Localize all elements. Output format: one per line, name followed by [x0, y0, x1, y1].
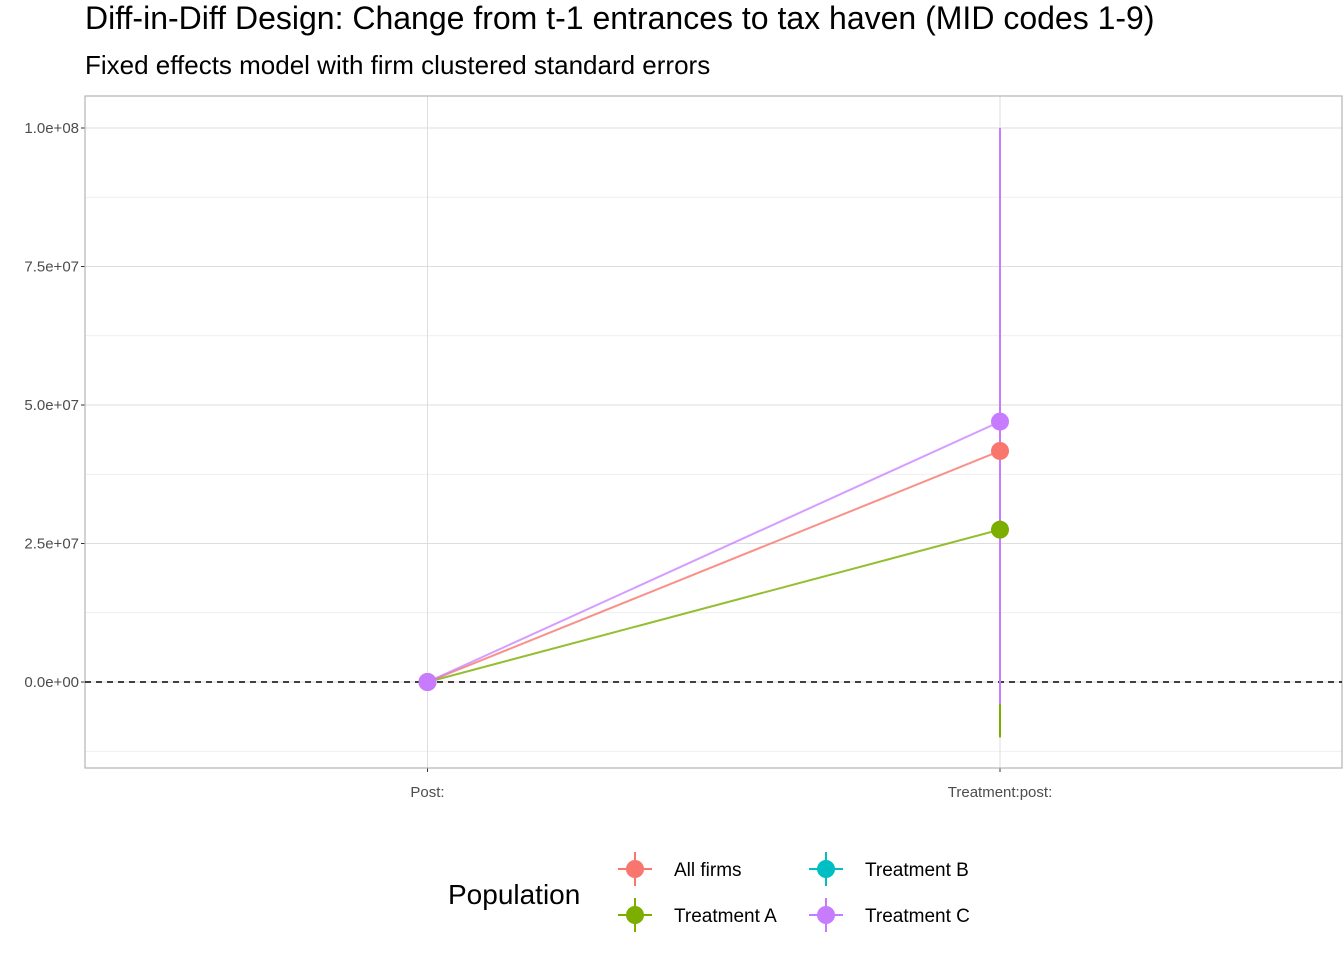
legend-key-point [626, 860, 644, 878]
y-tick-label: 7.5e+07 [24, 259, 79, 276]
chart-title: Diff-in-Diff Design: Change from t-1 ent… [85, 0, 1155, 36]
legend-item: All firms [618, 852, 742, 886]
data-point-all-firms [991, 441, 1009, 460]
legend-item: Treatment A [618, 898, 777, 932]
legend-item: Treatment C [809, 898, 970, 932]
legend-title: Population [448, 879, 580, 910]
y-tick-label: 0.0e+00 [24, 674, 79, 691]
panel-border [84, 95, 1343, 769]
legend-key-point [817, 860, 835, 878]
legend-label: Treatment B [865, 860, 969, 881]
legend: Population All firms Treatment B Treatment… [448, 852, 970, 932]
legend-label: Treatment C [865, 906, 970, 927]
legend-item: Treatment B [809, 852, 969, 886]
legend-label: Treatment A [674, 906, 777, 927]
plot-panel: 0.0e+00 2.5e+07 5.0e+07 7.5e+07 1.0e+08 Post:… [24, 95, 1343, 801]
x-tick-label: Post: [410, 784, 444, 801]
x-tick-label: Treatment:post: [948, 784, 1053, 801]
chart-subtitle: Fixed effects model with firm clustered … [85, 50, 710, 80]
legend-key-point [626, 906, 644, 924]
series-line-all-firms [427, 450, 1001, 683]
legend-key-point [817, 906, 835, 924]
y-tick-label: 2.5e+07 [24, 536, 79, 553]
y-tick-label: 1.0e+08 [24, 120, 79, 137]
series-line-treatment-a [427, 528, 1001, 683]
y-tick-label: 5.0e+07 [24, 397, 79, 414]
data-point-treatment-c [418, 673, 437, 691]
data-point-treatment-c [991, 412, 1009, 431]
data-point-treatment-a [991, 520, 1009, 539]
series-line-treatment-c [427, 420, 1001, 683]
legend-label: All firms [674, 860, 742, 881]
